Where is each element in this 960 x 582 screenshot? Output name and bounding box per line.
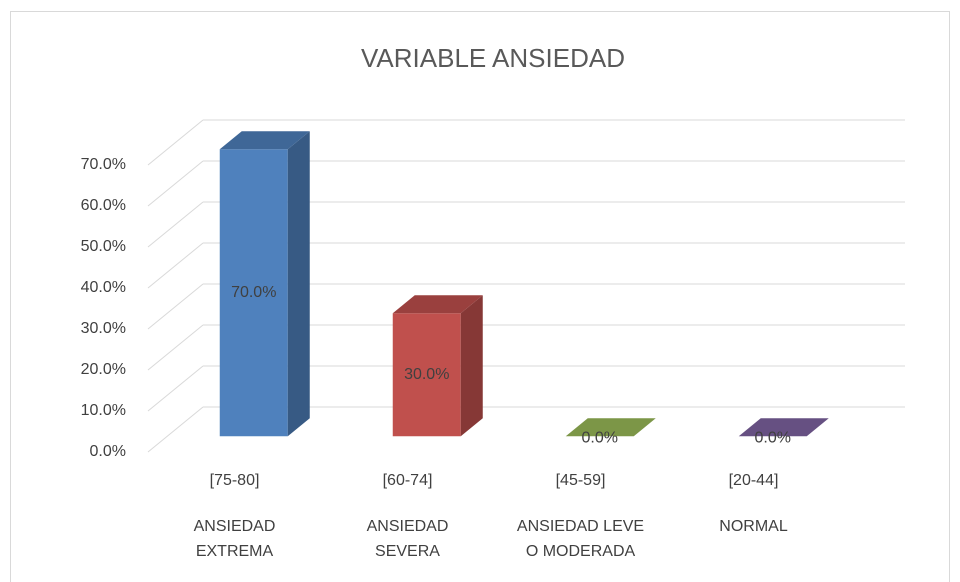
grid-line-side: [147, 160, 204, 207]
y-tick-label: 30.0%: [81, 320, 126, 337]
bar-front: [219, 149, 288, 437]
bar-top: [738, 418, 829, 437]
y-tick-label: 20.0%: [81, 361, 126, 378]
grid-line-side: [147, 201, 204, 248]
grid-line-side: [147, 283, 204, 330]
x-category-name: ANSIEDAD: [194, 518, 276, 535]
data-label: 70.0%: [231, 284, 276, 301]
grid-line-side: [147, 119, 204, 166]
bar-top: [565, 418, 656, 437]
bar-top: [219, 131, 310, 150]
y-tick-label: 60.0%: [81, 197, 126, 214]
grid-line-side: [147, 324, 204, 371]
data-label: 0.0%: [755, 429, 791, 446]
data-label: 30.0%: [404, 366, 449, 383]
x-tick-label: [45-59]: [556, 472, 606, 489]
grid-line-side: [147, 365, 204, 412]
y-tick-label: 70.0%: [81, 156, 126, 173]
bar-front: [392, 313, 461, 437]
bar-top: [392, 295, 483, 314]
y-tick-label: 40.0%: [81, 279, 126, 296]
x-category-name: ANSIEDAD LEVE: [517, 518, 644, 535]
chart-title: VARIABLE ANSIEDAD: [361, 43, 625, 73]
x-tick-label: [75-80]: [210, 472, 260, 489]
x-tick-label: [60-74]: [383, 472, 433, 489]
x-category-name: ANSIEDAD: [367, 518, 449, 535]
x-category-name: O MODERADA: [526, 543, 636, 560]
y-tick-label: 50.0%: [81, 238, 126, 255]
y-tick-label: 0.0%: [90, 443, 126, 460]
grid-line-side: [147, 406, 204, 453]
data-label: 0.0%: [582, 429, 618, 446]
x-category-name: EXTREMA: [196, 543, 274, 560]
x-category-name: SEVERA: [375, 543, 440, 560]
x-tick-label: [20-44]: [729, 472, 779, 489]
bar-side: [460, 295, 483, 437]
bar-side: [287, 131, 310, 437]
x-category-name: NORMAL: [719, 518, 788, 535]
grid-line-side: [147, 242, 204, 289]
y-tick-label: 10.0%: [81, 402, 126, 419]
